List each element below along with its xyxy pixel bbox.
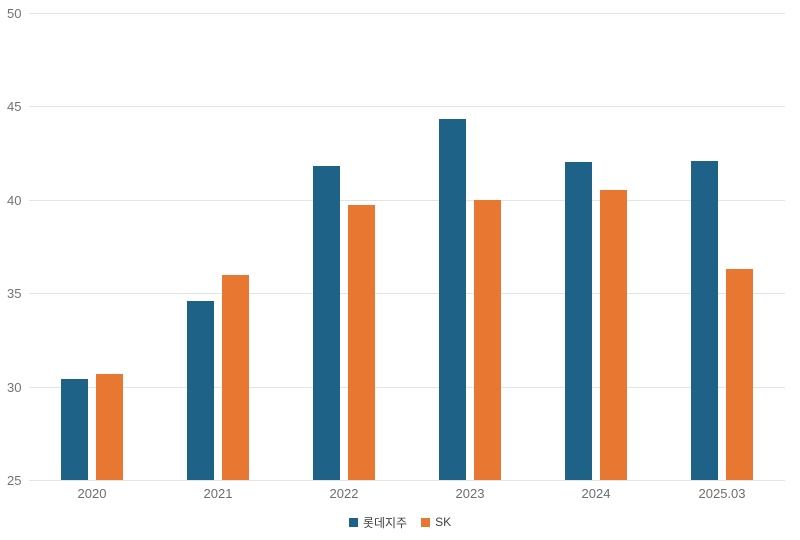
gridline [29,200,785,201]
bar-series-0-2020 [61,379,88,480]
x-axis-label: 2024 [581,486,611,501]
x-axis-label: 2025.03 [698,486,746,501]
bar-series-0-2023 [439,119,466,480]
bar-series-1-2021 [222,275,249,480]
bar-series-0-2025.03 [691,161,718,480]
bar-series-1-2023 [474,200,501,480]
legend-swatch-icon [421,517,431,527]
y-tick-label: 30 [7,380,22,395]
legend-item-1: SK [421,515,451,529]
legend-label: 롯데지주 [362,515,408,530]
gridline [29,293,785,294]
y-tick-label: 40 [7,193,22,208]
y-tick-label: 45 [7,99,22,114]
y-tick-label: 25 [7,473,22,488]
bar-series-0-2021 [187,301,214,480]
y-tick-label: 35 [7,286,22,301]
bar-series-0-2022 [313,166,340,480]
legend-item-0: 롯데지주 [348,514,408,531]
bar-series-1-2022 [348,205,375,480]
x-axis-label: 2020 [77,486,107,501]
bar-series-0-2024 [565,162,592,480]
gridline [29,106,785,107]
x-axis-label: 2021 [203,486,233,501]
gridline [29,387,785,388]
gridline [29,480,785,481]
y-tick-label: 50 [7,6,22,21]
legend-label: SK [435,515,452,529]
bar-series-1-2025.03 [726,269,753,480]
legend-swatch-icon [348,517,358,527]
bar-series-1-2020 [96,374,123,480]
x-axis-label: 2023 [455,486,485,501]
legend: 롯데지주 SK [0,513,800,531]
bar-series-1-2024 [600,190,627,480]
gridline [29,13,785,14]
x-axis-label: 2022 [329,486,359,501]
